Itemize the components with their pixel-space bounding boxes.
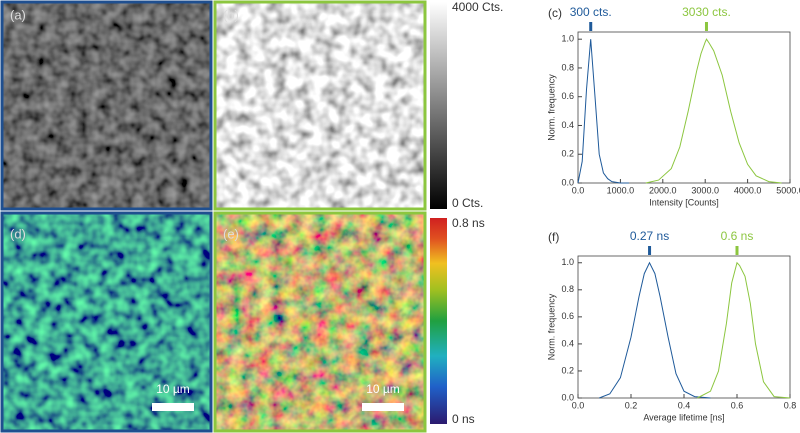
- panel-label: (d): [10, 226, 26, 241]
- panel-border: [213, 211, 427, 433]
- y-tick-label: 0.8: [561, 284, 574, 294]
- x-tick-label: 0.2: [625, 400, 638, 410]
- annotation-label: 0.27 ns: [630, 229, 669, 243]
- series-line: [599, 261, 711, 399]
- chart-label: (c): [548, 6, 562, 20]
- y-tick-label: 0.2: [561, 365, 574, 375]
- scalebar-label: 10 µm: [156, 382, 190, 396]
- y-tick-label: 0.8: [561, 62, 574, 72]
- annotation-label: 3030 cts.: [682, 5, 731, 19]
- x-tick-label: 0.4: [678, 400, 691, 410]
- panel-border: [213, 0, 427, 211]
- panel-label: (e): [223, 226, 239, 241]
- annotation-marker: [648, 246, 652, 255]
- x-tick-label: 5000.0: [776, 185, 800, 195]
- y-axis-label: Norm. frequency: [546, 293, 556, 360]
- annotation-label: 0.6 ns: [721, 229, 754, 243]
- x-tick-label: 4000.0: [734, 185, 762, 195]
- colorbar-gray: [430, 2, 447, 209]
- panel-border: [0, 0, 213, 211]
- image-panels: (a) (b) (d) (e) 10 µm 10 µm: [0, 0, 427, 433]
- annotation-marker: [735, 246, 739, 255]
- x-tick-label: 0.0: [572, 185, 585, 195]
- colorbar-label: 0 Cts.: [452, 196, 483, 210]
- y-tick-label: 0.4: [561, 338, 574, 348]
- panel-e: [215, 213, 425, 431]
- y-axis-label: Norm. frequency: [546, 74, 556, 141]
- annotation-marker: [704, 22, 708, 31]
- line-chart: 0.0 1000.0 2000.0 3000.0 4000.0 5000.0 0.0 0.2 0…: [546, 5, 800, 207]
- colorbar-label: 4000 Cts.: [452, 0, 503, 14]
- y-tick-label: 0.2: [561, 149, 574, 159]
- y-tick-label: 1.0: [561, 34, 574, 44]
- annotation-marker: [589, 22, 593, 31]
- y-tick-label: 1.0: [561, 257, 574, 267]
- panel-border: [0, 211, 213, 433]
- series-line: [697, 261, 791, 399]
- plot-frame: [577, 31, 791, 184]
- y-tick-label: 0.0: [561, 177, 574, 187]
- x-tick-label: 2000.0: [649, 185, 677, 195]
- x-axis-label: Intensity [Counts]: [649, 197, 719, 207]
- y-tick-label: 0.0: [561, 392, 574, 402]
- y-tick-label: 0.4: [561, 120, 574, 130]
- panel-a: [0, 0, 213, 211]
- panel-label: (b): [223, 7, 239, 22]
- x-tick-label: 0.6: [731, 400, 744, 410]
- scalebar: [152, 403, 194, 411]
- line-chart: 0.0 0.2 0.4 0.6 0.8 0.0 0.2 0.4 0.6 0.8 1.0 Average…: [546, 229, 796, 422]
- x-tick-label: 0.8: [784, 400, 797, 410]
- x-tick-label: 1000.0: [607, 185, 635, 195]
- series-line: [645, 38, 782, 184]
- colorbars: 4000 Cts. 0 Cts. 0.8 ns 0 ns: [430, 0, 503, 426]
- annotation-label: 300 cts.: [570, 5, 612, 19]
- scalebar: [362, 403, 404, 411]
- y-tick-label: 0.6: [561, 91, 574, 101]
- y-tick-label: 0.6: [561, 311, 574, 321]
- colorbar-lifetime: [430, 218, 447, 424]
- panel-label: (a): [10, 7, 26, 22]
- colorbar-label: 0.8 ns: [452, 216, 485, 230]
- panel-b: [215, 2, 425, 209]
- series-line: [577, 39, 629, 184]
- x-tick-label: 3000.0: [691, 185, 719, 195]
- chart-label: (f): [548, 230, 559, 244]
- plot-frame: [577, 255, 791, 399]
- scalebar-label: 10 µm: [366, 382, 400, 396]
- panel-d: [2, 213, 211, 431]
- x-tick-label: 0.0: [572, 400, 585, 410]
- colorbar-label: 0 ns: [452, 412, 475, 426]
- x-axis-label: Average lifetime [ns]: [643, 412, 724, 422]
